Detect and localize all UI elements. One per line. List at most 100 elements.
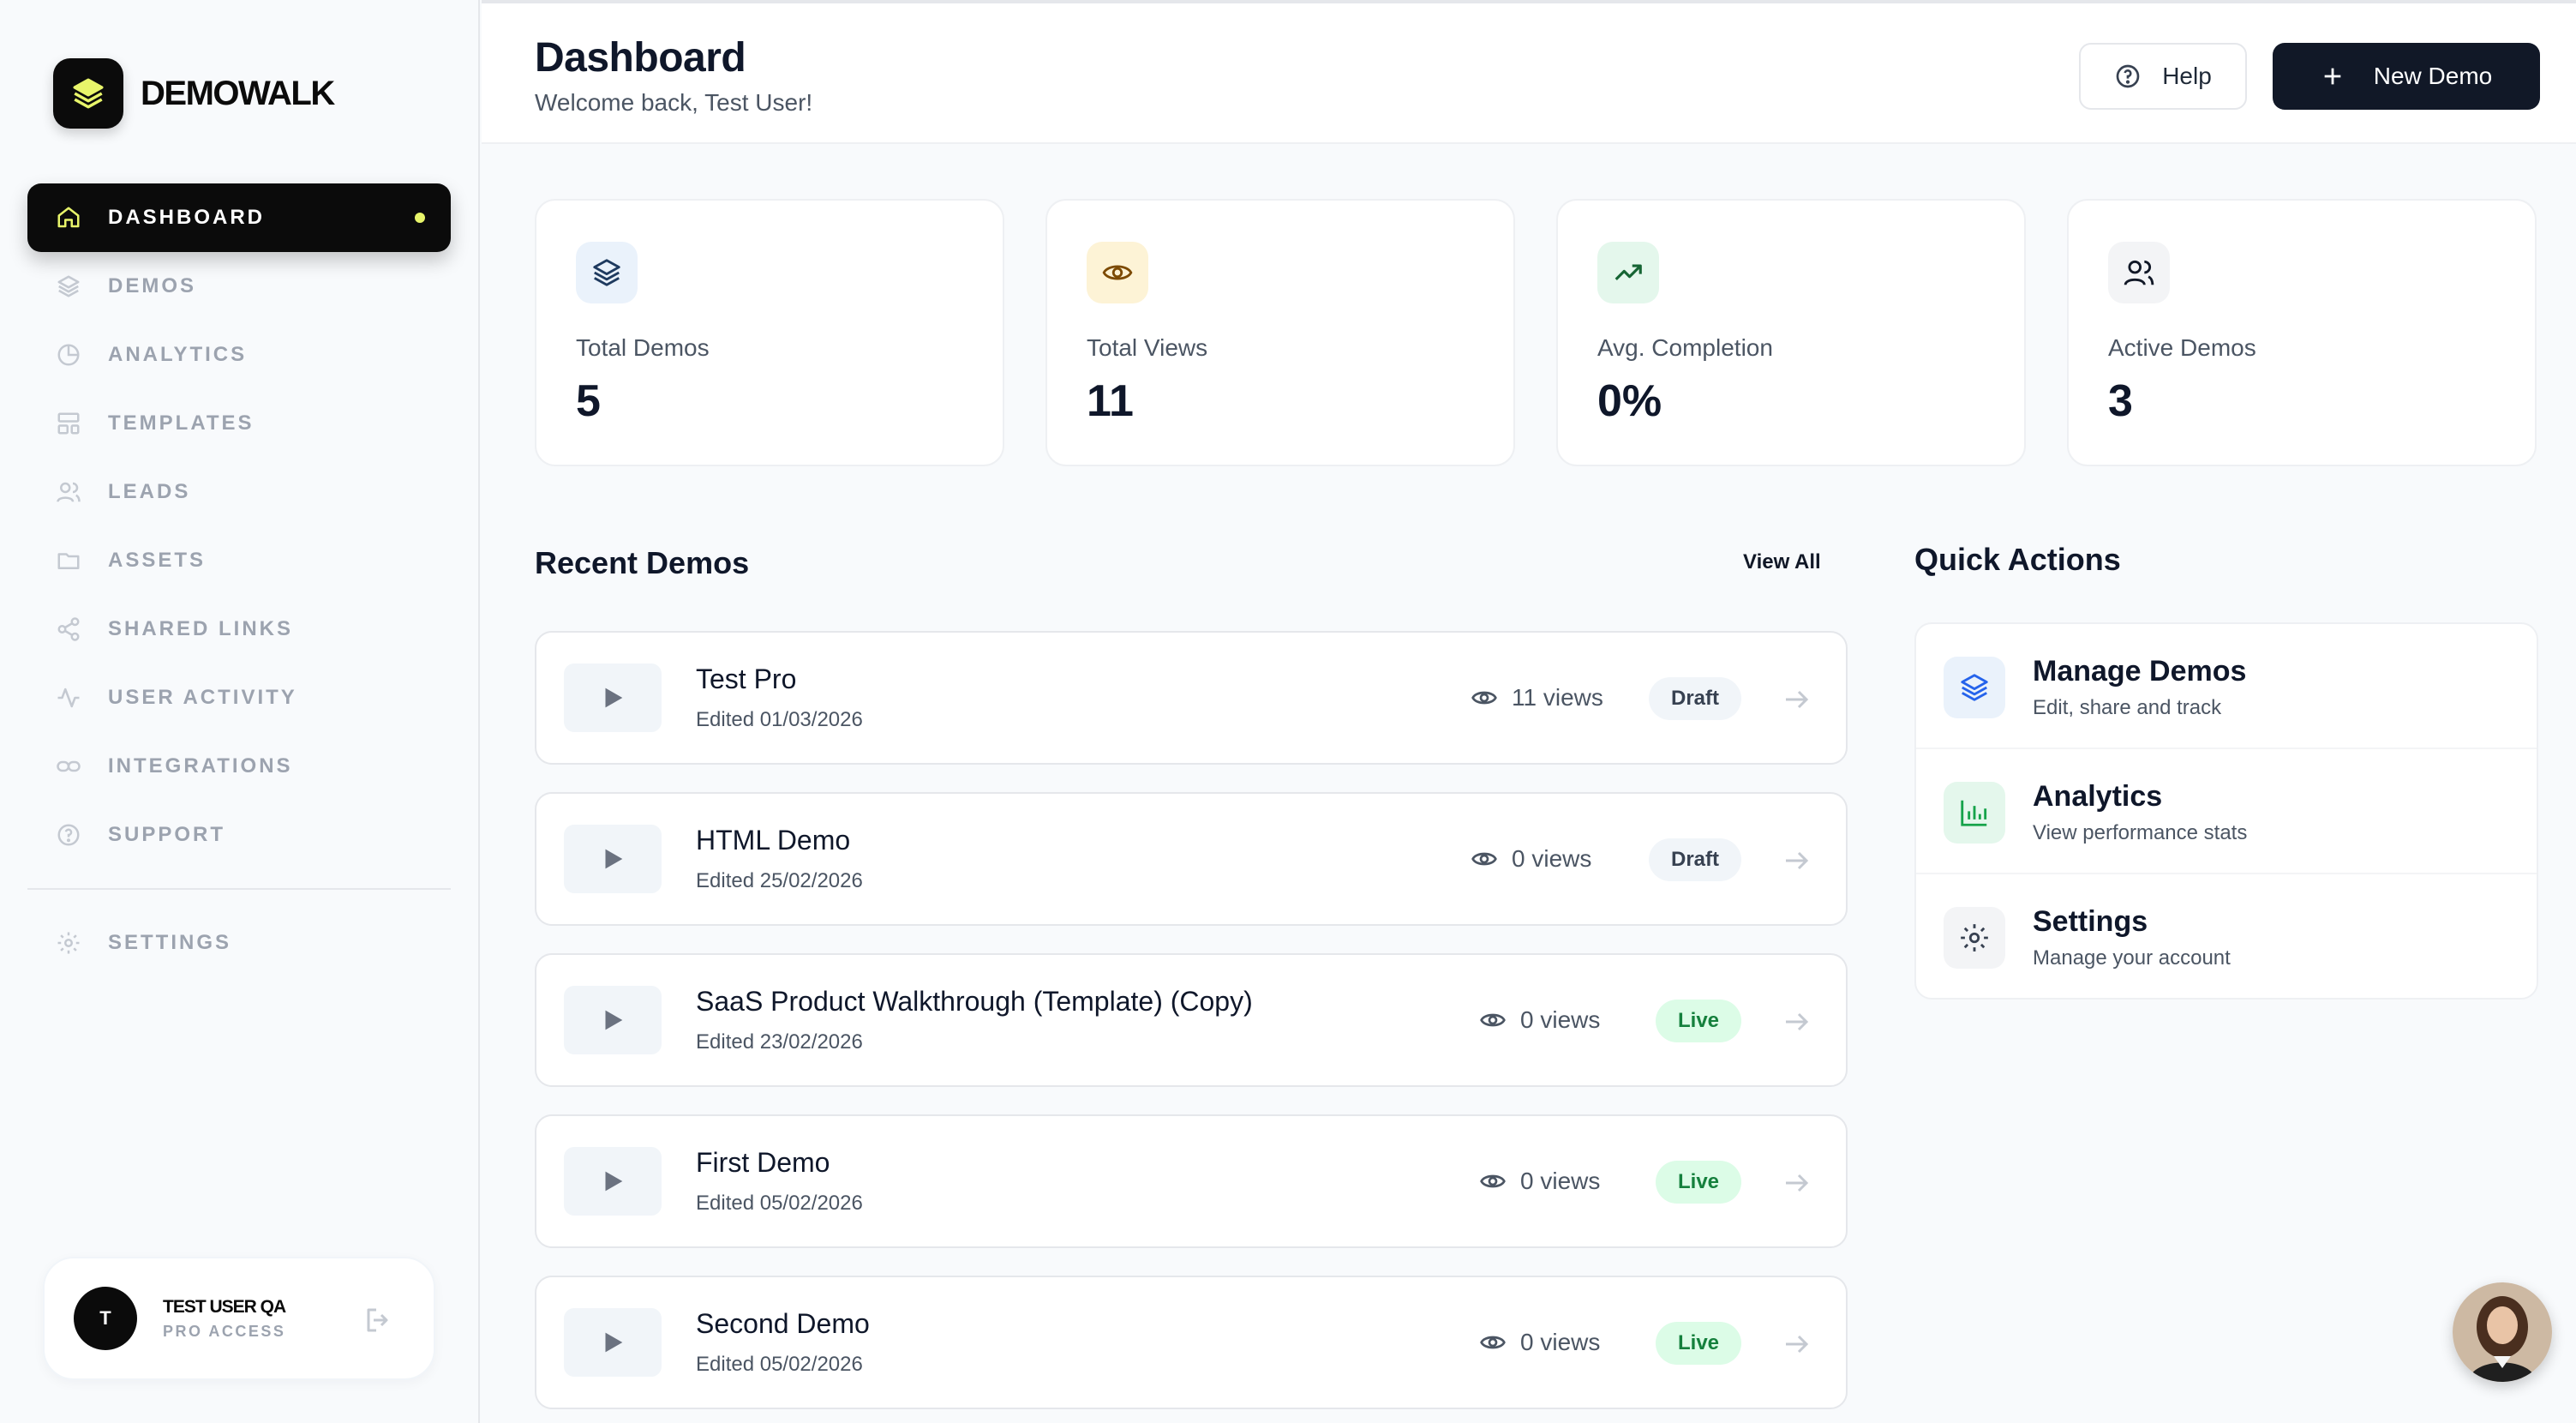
sidebar-item-label: INTEGRATIONS [108, 754, 293, 778]
sidebar-item-label: TEMPLATES [108, 411, 255, 435]
arrow-right-icon[interactable] [1781, 845, 1812, 876]
demo-views: 0 views [1471, 845, 1591, 873]
new-demo-button[interactable]: New Demo [2273, 43, 2540, 110]
stat-card-total-demos: Total Demos 5 [535, 199, 1004, 466]
demo-views-count: 0 views [1520, 1168, 1601, 1194]
stat-label: Total Demos [576, 334, 710, 361]
support-chat-avatar[interactable] [2453, 1282, 2552, 1382]
sidebar-item-label: DASHBOARD [108, 206, 265, 229]
demo-views-count: 11 views [1512, 684, 1603, 711]
layout-icon [53, 408, 84, 439]
stat-card-avg-completion: Avg. Completion 0% [1556, 199, 2026, 466]
quick-action-title: Manage Demos [2033, 655, 2247, 687]
view-all-link[interactable]: View All [1743, 550, 1821, 573]
status-badge: Live [1656, 1000, 1742, 1042]
demo-views: 0 views [1479, 1329, 1600, 1356]
quick-actions-title: Quick Actions [1914, 542, 2121, 577]
gear-icon [1944, 907, 2005, 969]
quick-action-subtitle: View performance stats [2033, 821, 2248, 844]
quick-action-title: Settings [2033, 905, 2148, 938]
sidebar-item-shared-links[interactable]: SHARED LINKS [27, 595, 451, 663]
brand[interactable]: DEMOWALK [53, 58, 335, 129]
play-icon[interactable] [564, 1147, 662, 1216]
user-name: TEST USER QA [163, 1296, 286, 1317]
demo-title: SaaS Product Walkthrough (Template) (Cop… [696, 986, 1253, 1017]
sidebar-item-label: DEMOS [108, 274, 197, 297]
demo-views: 0 views [1479, 1006, 1600, 1034]
sidebar-item-analytics[interactable]: ANALYTICS [27, 321, 451, 389]
sidebar-item-templates[interactable]: TEMPLATES [27, 389, 451, 458]
sidebar: DEMOWALK DASHBOARD DEMOS ANALYTICS [0, 0, 480, 1423]
play-icon[interactable] [564, 825, 662, 893]
users-icon [53, 477, 84, 507]
status-badge: Live [1656, 1161, 1742, 1204]
help-button[interactable]: Help [2079, 43, 2247, 110]
play-icon[interactable] [564, 1308, 662, 1377]
arrow-right-icon[interactable] [1781, 1168, 1812, 1198]
user-card[interactable]: T TEST USER QA PRO ACCESS [43, 1257, 435, 1380]
demo-row[interactable]: Test Pro Edited 01/03/2026 11 views Draf… [535, 631, 1848, 765]
eye-icon [1480, 1336, 1506, 1349]
sidebar-item-integrations[interactable]: INTEGRATIONS [27, 732, 451, 801]
sidebar-item-support[interactable]: SUPPORT [27, 801, 451, 869]
pie-chart-icon [53, 339, 84, 370]
demo-edited: Edited 25/02/2026 [696, 869, 863, 892]
stat-label: Avg. Completion [1597, 334, 1773, 361]
demo-row[interactable]: SaaS Product Walkthrough (Template) (Cop… [535, 953, 1848, 1087]
quick-action-title: Analytics [2033, 780, 2163, 813]
sidebar-divider [27, 888, 451, 890]
sidebar-item-label: LEADS [108, 480, 191, 503]
demo-edited: Edited 05/02/2026 [696, 1353, 863, 1376]
demo-row[interactable]: HTML Demo Edited 25/02/2026 0 views Draf… [535, 792, 1848, 926]
stat-value: 3 [2108, 376, 2133, 426]
layers-icon [53, 271, 84, 302]
play-icon[interactable] [564, 663, 662, 732]
sidebar-item-assets[interactable]: ASSETS [27, 526, 451, 595]
home-icon [53, 202, 84, 233]
page-title: Dashboard [535, 35, 746, 81]
gear-icon [53, 928, 84, 958]
demo-edited: Edited 01/03/2026 [696, 708, 863, 731]
quick-actions-panel: Manage Demos Edit, share and track Analy… [1914, 622, 2538, 1000]
stat-value: 11 [1087, 376, 1134, 426]
demo-views-count: 0 views [1520, 1329, 1601, 1355]
sidebar-item-settings[interactable]: SETTINGS [27, 909, 451, 977]
sidebar-item-demos[interactable]: DEMOS [27, 252, 451, 321]
logout-icon[interactable] [363, 1305, 394, 1336]
bar-chart-icon [1944, 782, 2005, 844]
quick-action-manage-demos[interactable]: Manage Demos Edit, share and track [1916, 624, 2537, 749]
demo-row[interactable]: Second Demo Edited 05/02/2026 0 views Li… [535, 1276, 1848, 1409]
brand-name: DEMOWALK [141, 74, 335, 112]
arrow-right-icon[interactable] [1781, 1006, 1812, 1037]
layers-icon [1944, 657, 2005, 718]
quick-action-settings[interactable]: Settings Manage your account [1916, 874, 2537, 998]
arrow-right-icon[interactable] [1781, 1329, 1812, 1360]
status-badge: Live [1656, 1322, 1742, 1365]
demo-views: 0 views [1479, 1168, 1600, 1195]
activity-icon [53, 682, 84, 713]
users-icon [2108, 242, 2170, 303]
share-icon [53, 614, 84, 645]
sidebar-item-leads[interactable]: LEADS [27, 458, 451, 526]
arrow-right-icon[interactable] [1781, 684, 1812, 715]
stat-value: 5 [576, 376, 601, 426]
sidebar-item-label: ANALYTICS [108, 343, 248, 366]
sidebar-item-label: ASSETS [108, 549, 207, 572]
quick-action-analytics[interactable]: Analytics View performance stats [1916, 749, 2537, 874]
sidebar-item-dashboard[interactable]: DASHBOARD [27, 183, 451, 252]
link-icon [53, 751, 84, 782]
demo-row[interactable]: First Demo Edited 05/02/2026 0 views Liv… [535, 1114, 1848, 1248]
stat-card-active-demos: Active Demos 3 [2067, 199, 2537, 466]
stat-label: Total Views [1087, 334, 1208, 361]
stat-value: 0% [1597, 376, 1662, 426]
sidebar-item-label: USER ACTIVITY [108, 686, 297, 709]
play-icon[interactable] [564, 986, 662, 1054]
new-demo-button-label: New Demo [2373, 63, 2493, 89]
help-circle-icon [2116, 64, 2140, 88]
trending-up-icon [1597, 242, 1659, 303]
sidebar-item-user-activity[interactable]: USER ACTIVITY [27, 663, 451, 732]
sidebar-item-label: SUPPORT [108, 823, 226, 846]
sidebar-nav: DASHBOARD DEMOS ANALYTICS TEMPLATES [27, 183, 451, 977]
eye-icon [1471, 852, 1497, 866]
stat-card-total-views: Total Views 11 [1045, 199, 1515, 466]
